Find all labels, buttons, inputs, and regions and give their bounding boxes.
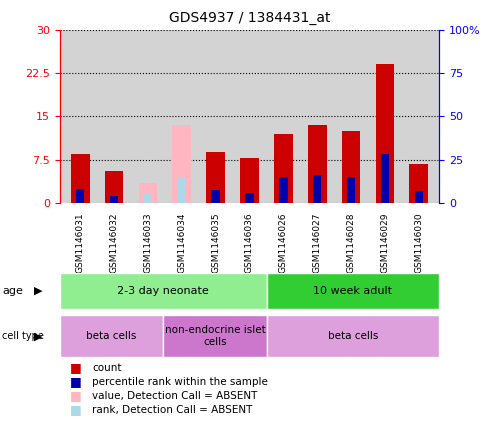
Text: age: age — [2, 286, 23, 296]
Text: ▶: ▶ — [34, 286, 42, 296]
Bar — [60, 273, 267, 309]
Text: GSM1146029: GSM1146029 — [380, 213, 389, 273]
Text: GSM1146030: GSM1146030 — [414, 213, 423, 273]
Text: cell type: cell type — [2, 331, 44, 341]
Text: GSM1146026: GSM1146026 — [279, 213, 288, 273]
Bar — [313, 175, 321, 203]
Bar — [376, 64, 394, 203]
Text: GSM1146035: GSM1146035 — [211, 213, 220, 273]
Bar — [415, 192, 423, 203]
Bar — [71, 154, 89, 203]
Text: GSM1146036: GSM1146036 — [245, 213, 254, 273]
Text: beta cells: beta cells — [328, 331, 378, 341]
Text: GSM1146028: GSM1146028 — [347, 213, 356, 273]
Text: beta cells: beta cells — [86, 331, 137, 341]
Bar — [347, 177, 355, 203]
Bar — [173, 125, 191, 203]
Bar — [60, 315, 163, 357]
Bar — [240, 158, 259, 203]
Bar — [410, 164, 428, 203]
Bar — [178, 177, 186, 203]
Bar — [163, 315, 267, 357]
Bar — [279, 177, 287, 203]
Text: ■: ■ — [70, 404, 82, 416]
Bar — [267, 273, 439, 309]
Bar — [206, 152, 225, 203]
Text: ▶: ▶ — [34, 331, 42, 341]
Text: GDS4937 / 1384431_at: GDS4937 / 1384431_at — [169, 11, 330, 25]
Text: percentile rank within the sample: percentile rank within the sample — [92, 377, 268, 387]
Bar — [105, 171, 123, 203]
Bar — [342, 131, 360, 203]
Text: GSM1146032: GSM1146032 — [110, 213, 119, 273]
Bar — [308, 125, 326, 203]
Bar — [274, 134, 293, 203]
Text: ■: ■ — [70, 376, 82, 388]
Text: GSM1146033: GSM1146033 — [143, 213, 152, 273]
Text: 10 week adult: 10 week adult — [313, 286, 392, 296]
Text: GSM1146027: GSM1146027 — [313, 213, 322, 273]
Text: non-endocrine islet
cells: non-endocrine islet cells — [165, 325, 265, 347]
Bar — [246, 192, 253, 203]
Bar — [144, 195, 152, 203]
Text: 2-3 day neonate: 2-3 day neonate — [117, 286, 209, 296]
Text: GSM1146034: GSM1146034 — [177, 213, 186, 273]
Bar — [76, 189, 84, 203]
Text: ■: ■ — [70, 362, 82, 374]
Bar — [267, 315, 439, 357]
Text: rank, Detection Call = ABSENT: rank, Detection Call = ABSENT — [92, 405, 252, 415]
Bar — [212, 190, 220, 203]
Bar — [381, 154, 389, 203]
Text: count: count — [92, 363, 122, 373]
Bar — [110, 196, 118, 203]
Text: ■: ■ — [70, 390, 82, 402]
Text: value, Detection Call = ABSENT: value, Detection Call = ABSENT — [92, 391, 257, 401]
Bar — [139, 183, 157, 203]
Text: GSM1146031: GSM1146031 — [76, 213, 85, 273]
